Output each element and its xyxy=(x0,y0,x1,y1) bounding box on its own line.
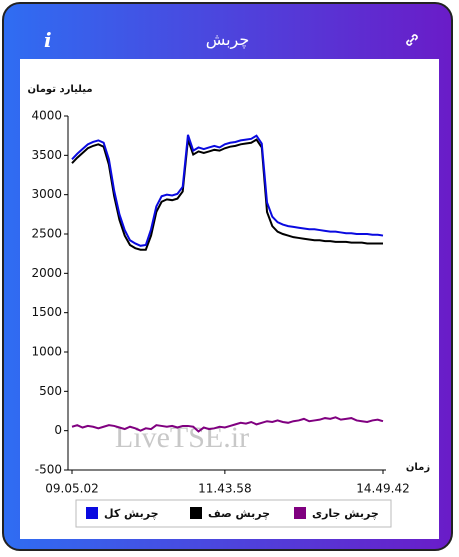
legend-swatch xyxy=(86,507,98,519)
x-tick-label: 14.49.42 xyxy=(356,482,409,496)
y-tick-label: 500 xyxy=(39,384,62,398)
legend-label: چربش جاری xyxy=(312,507,379,520)
y-tick-label: 2500 xyxy=(31,227,62,241)
app-frame: i چربش xyxy=(2,2,453,551)
link-icon[interactable] xyxy=(404,32,420,48)
y-tick-label: -500 xyxy=(35,463,62,477)
x-tick-label: 09.05.02 xyxy=(45,482,98,496)
legend-label: چربش کل xyxy=(104,507,159,520)
chart-panel xyxy=(20,59,439,539)
legend-swatch xyxy=(294,507,306,519)
legend-swatch xyxy=(190,507,202,519)
y-tick-label: 3500 xyxy=(31,148,62,162)
x-tick-label: 11.43.58 xyxy=(198,482,251,496)
legend-box xyxy=(75,499,392,528)
series-line xyxy=(71,134,384,247)
y-tick-label: 1500 xyxy=(31,305,62,319)
series-line xyxy=(71,138,383,251)
y-tick-label: 3000 xyxy=(31,187,62,201)
y-tick-label: 0 xyxy=(54,423,62,437)
y-tick-label: 1000 xyxy=(31,345,62,359)
y-tick-label: 4000 xyxy=(31,109,62,123)
y-axis-label: میلیارد تومان xyxy=(27,84,92,95)
header-title: چربش xyxy=(205,30,250,49)
legend-label: چربش صف xyxy=(208,507,270,520)
x-axis-label: زمان xyxy=(406,462,430,473)
info-button[interactable]: i xyxy=(44,28,52,52)
y-tick-label: 2000 xyxy=(31,266,62,280)
series-line xyxy=(71,416,384,433)
